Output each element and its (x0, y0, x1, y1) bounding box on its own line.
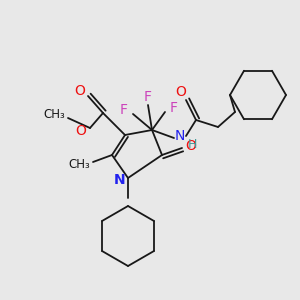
Text: O: O (186, 139, 196, 153)
Text: O: O (75, 84, 86, 98)
Text: N: N (175, 129, 185, 143)
Text: CH₃: CH₃ (68, 158, 90, 170)
Text: F: F (120, 103, 128, 117)
Text: CH₃: CH₃ (43, 107, 65, 121)
Text: F: F (170, 101, 178, 115)
Text: F: F (144, 90, 152, 104)
Text: H: H (187, 137, 197, 151)
Text: N: N (114, 173, 126, 187)
Text: O: O (76, 124, 86, 138)
Text: O: O (176, 85, 186, 99)
